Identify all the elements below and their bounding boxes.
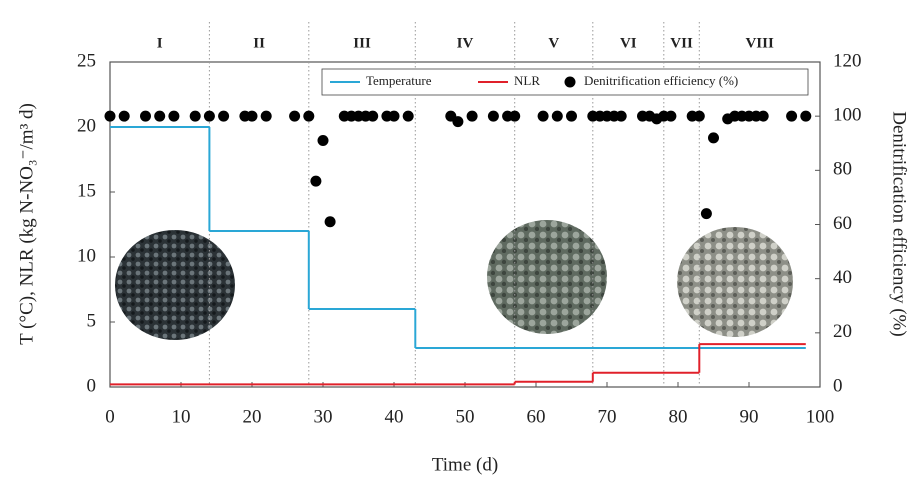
point — [566, 111, 577, 122]
point — [694, 111, 705, 122]
x-tick-label: 70 — [598, 406, 617, 427]
x-tick-label: 40 — [385, 406, 404, 427]
chart: Time (d) T (°C), NLR (kg N-NO₃⁻/m³ d) De… — [0, 0, 912, 478]
y-tick-label: 20 — [77, 115, 96, 136]
y2-tick-label: 120 — [833, 50, 862, 71]
phase-label: II — [253, 35, 265, 51]
x-tick-label: 60 — [527, 406, 546, 427]
point — [154, 111, 165, 122]
legend-label: Denitrification efficiency (%) — [584, 73, 738, 88]
sample-photo — [677, 227, 793, 337]
legend-label: NLR — [514, 73, 540, 88]
x-tick-label: 20 — [243, 406, 262, 427]
legend-label: Temperature — [366, 73, 432, 88]
phase-label: IV — [457, 35, 474, 51]
phase-label: VII — [670, 35, 693, 51]
y2-tick-label: 40 — [833, 267, 852, 288]
point — [488, 111, 499, 122]
point — [218, 111, 229, 122]
point — [786, 111, 797, 122]
sample-photo — [487, 220, 607, 334]
point — [119, 111, 130, 122]
phase-label: III — [353, 35, 371, 51]
point — [665, 111, 676, 122]
point — [800, 111, 811, 122]
y2-tick-label: 0 — [833, 375, 843, 396]
point — [367, 111, 378, 122]
point — [552, 111, 563, 122]
x-axis-label: Time (d) — [432, 454, 498, 475]
x-tick-label: 50 — [456, 406, 475, 427]
point — [452, 116, 463, 127]
point — [325, 216, 336, 227]
point — [616, 111, 627, 122]
x-tick-label: 80 — [669, 406, 688, 427]
point — [509, 111, 520, 122]
point — [701, 208, 712, 219]
point — [190, 111, 201, 122]
x-tick-label: 0 — [105, 406, 115, 427]
y2-tick-label: 80 — [833, 159, 852, 180]
point — [140, 111, 151, 122]
point — [204, 111, 215, 122]
y2-axis-label: Denitrification efficiency (%) — [889, 111, 910, 336]
y2-tick-label: 20 — [833, 321, 852, 342]
point — [247, 111, 258, 122]
y-axis-label: T (°C), NLR (kg N-NO₃⁻/m³ d) — [16, 103, 37, 345]
point — [389, 111, 400, 122]
y-tick-label: 5 — [87, 310, 97, 331]
point — [303, 111, 314, 122]
y-tick-label: 15 — [77, 180, 96, 201]
phase-label: VI — [620, 35, 637, 51]
x-tick-label: 90 — [740, 406, 759, 427]
x-tick-label: 10 — [172, 406, 191, 427]
phase-label: I — [157, 35, 163, 51]
phase-label: V — [548, 35, 559, 51]
point — [403, 111, 414, 122]
point — [289, 111, 300, 122]
point — [261, 111, 272, 122]
phase-label: VIII — [745, 35, 774, 51]
x-tick-label: 100 — [806, 406, 835, 427]
y2-tick-label: 60 — [833, 213, 852, 234]
sample-photo — [115, 230, 235, 340]
point — [538, 111, 549, 122]
point — [105, 111, 116, 122]
y-tick-label: 25 — [77, 50, 96, 71]
point — [168, 111, 179, 122]
point — [708, 132, 719, 143]
y-tick-label: 10 — [77, 245, 96, 266]
point — [758, 111, 769, 122]
y2-tick-label: 100 — [833, 105, 862, 126]
point — [310, 176, 321, 187]
point — [467, 111, 478, 122]
plot-frame — [110, 62, 820, 387]
y-tick-label: 0 — [87, 375, 97, 396]
point — [318, 135, 329, 146]
x-tick-label: 30 — [314, 406, 333, 427]
legend-marker — [565, 77, 576, 88]
